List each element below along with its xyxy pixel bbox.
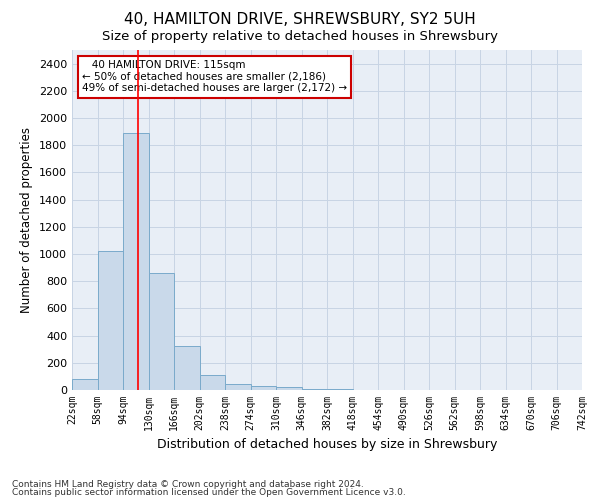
Bar bbox=[251, 386, 276, 390]
Text: 40, HAMILTON DRIVE, SHREWSBURY, SY2 5UH: 40, HAMILTON DRIVE, SHREWSBURY, SY2 5UH bbox=[124, 12, 476, 28]
Bar bbox=[72, 379, 97, 390]
Bar bbox=[149, 273, 174, 390]
Bar bbox=[123, 133, 149, 390]
Bar bbox=[97, 252, 123, 390]
Text: Size of property relative to detached houses in Shrewsbury: Size of property relative to detached ho… bbox=[102, 30, 498, 43]
Bar bbox=[199, 375, 225, 390]
Bar bbox=[276, 388, 302, 390]
Y-axis label: Number of detached properties: Number of detached properties bbox=[20, 127, 34, 313]
Text: Contains public sector information licensed under the Open Government Licence v3: Contains public sector information licen… bbox=[12, 488, 406, 497]
Bar bbox=[174, 346, 199, 390]
Text: 40 HAMILTON DRIVE: 115sqm
← 50% of detached houses are smaller (2,186)
49% of se: 40 HAMILTON DRIVE: 115sqm ← 50% of detac… bbox=[82, 60, 347, 94]
X-axis label: Distribution of detached houses by size in Shrewsbury: Distribution of detached houses by size … bbox=[157, 438, 497, 452]
Bar bbox=[225, 384, 251, 390]
Text: Contains HM Land Registry data © Crown copyright and database right 2024.: Contains HM Land Registry data © Crown c… bbox=[12, 480, 364, 489]
